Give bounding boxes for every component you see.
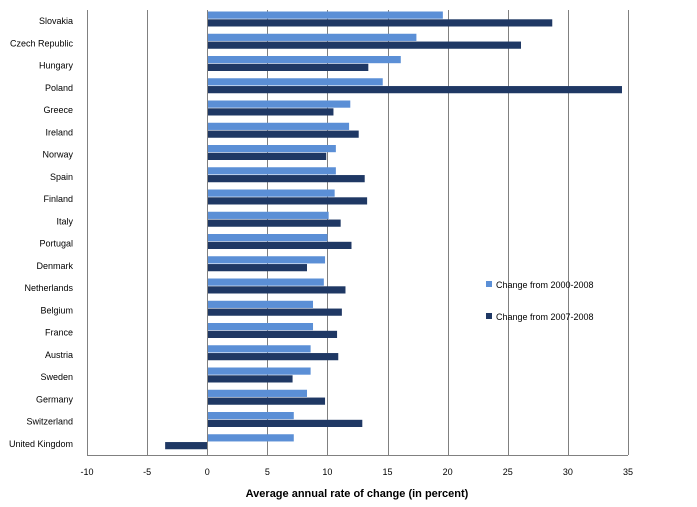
bar-series2 (207, 219, 341, 227)
bar-series2 (207, 63, 369, 71)
category-label: Poland (45, 83, 73, 93)
bar-series2 (207, 41, 522, 49)
category-label: Switzerland (26, 417, 73, 427)
bar-series1 (207, 33, 417, 41)
legend: Change from 2000-2008 Change from 2007-20… (486, 280, 594, 322)
category-label: Portugal (39, 239, 73, 249)
tick-label: 20 (443, 467, 453, 477)
category-label: Netherlands (24, 283, 73, 293)
bar-series2 (207, 175, 365, 183)
bar-series2 (207, 308, 342, 316)
bar-series1 (207, 145, 336, 153)
x-axis-title: Average annual rate of change (in percen… (246, 488, 469, 500)
bar-series2 (207, 241, 352, 249)
bar-series1 (207, 323, 314, 331)
bar-series2 (207, 353, 339, 361)
category-label: Austria (45, 350, 73, 360)
category-label: Greece (43, 105, 73, 115)
category-label: Belgium (40, 305, 73, 315)
bar-series1 (207, 11, 443, 19)
bar-series2 (207, 375, 293, 383)
category-label: Sweden (40, 372, 73, 382)
bar-series1 (207, 434, 294, 442)
tick-labels: -10 -5 0 5 10 15 20 25 30 35 (80, 467, 633, 477)
tick-label: 5 (265, 467, 270, 477)
legend-label: Change from 2000-2008 (496, 280, 594, 290)
bar-series2 (165, 442, 208, 450)
tick-label: 25 (503, 467, 513, 477)
tick-label: -10 (80, 467, 93, 477)
bar-series1 (207, 167, 336, 175)
bar-series2 (207, 286, 346, 294)
bar-series1 (207, 345, 311, 353)
bar-series1 (207, 389, 308, 397)
category-label: Hungary (39, 61, 74, 71)
bars (165, 10, 622, 455)
bar-series2 (207, 152, 327, 160)
bar-series2 (207, 86, 622, 94)
legend-label: Change from 2007-2008 (496, 312, 594, 322)
bar-series1 (207, 278, 324, 286)
gridlines (87, 10, 629, 456)
category-labels: Slovakia Czech Republic Hungary Poland Greec… (9, 16, 74, 449)
bar-series2 (207, 264, 308, 272)
bar-series1 (207, 211, 329, 219)
bar-series1 (207, 367, 311, 375)
bar-series2 (207, 330, 338, 338)
category-label: Finland (43, 194, 73, 204)
bar-series2 (207, 419, 363, 427)
bar-series1 (207, 100, 351, 108)
tick-label: -5 (143, 467, 151, 477)
bar-series2 (207, 130, 359, 138)
bar-series1 (207, 300, 314, 308)
category-label: Spain (50, 172, 73, 182)
bar-series1 (207, 189, 335, 197)
tick-label: 35 (623, 467, 633, 477)
tick-label: 0 (205, 467, 210, 477)
tick-label: 15 (383, 467, 393, 477)
bar-series1 (207, 234, 328, 242)
category-label: Denmark (36, 261, 73, 271)
category-label: United Kingdom (9, 439, 73, 449)
bar-series1 (207, 412, 294, 420)
bar-series1 (207, 78, 383, 86)
bar-series2 (207, 397, 326, 405)
bar-series2 (207, 19, 553, 27)
category-label: Italy (56, 216, 73, 226)
bar-series2 (207, 197, 368, 205)
category-label: Norway (42, 150, 73, 160)
category-label: Ireland (45, 127, 73, 137)
category-label: France (45, 328, 73, 338)
category-label: Germany (36, 394, 74, 404)
bar-series1 (207, 256, 326, 264)
category-label: Slovakia (39, 16, 73, 26)
bar-series1 (207, 56, 401, 64)
tick-label: 10 (322, 467, 332, 477)
category-label: Czech Republic (10, 38, 74, 48)
bar-series2 (207, 108, 334, 116)
legend-swatch (486, 281, 492, 287)
legend-swatch (486, 313, 492, 319)
bar-series1 (207, 122, 350, 130)
tick-label: 30 (563, 467, 573, 477)
